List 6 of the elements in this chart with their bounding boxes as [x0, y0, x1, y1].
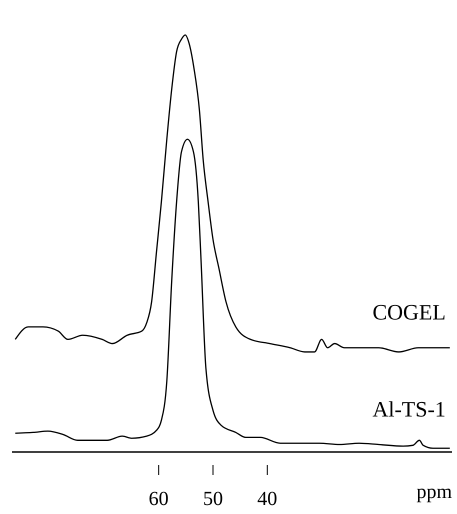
x-tick-label: 40 — [257, 488, 278, 510]
x-axis-title: ppm — [416, 481, 452, 503]
series-label: Al-TS-1 — [372, 396, 446, 422]
series-label: COGEL — [372, 300, 446, 325]
x-tick-label: 60 — [148, 488, 169, 510]
x-tick-label: 50 — [202, 488, 223, 510]
